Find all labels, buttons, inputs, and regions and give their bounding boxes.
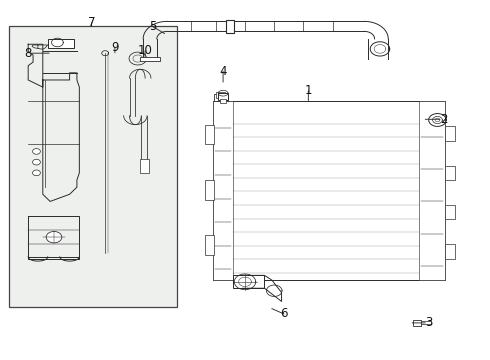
Bar: [226, 20, 234, 33]
Bar: [419, 102, 445, 280]
Text: 8: 8: [24, 47, 31, 60]
Bar: [213, 102, 445, 280]
Text: 7: 7: [88, 16, 95, 29]
Bar: [213, 102, 233, 280]
Bar: [421, 321, 431, 324]
Bar: [445, 205, 456, 219]
Bar: [218, 93, 228, 100]
Bar: [48, 39, 74, 48]
Bar: [445, 126, 456, 141]
Bar: [140, 158, 148, 173]
Bar: [140, 57, 160, 61]
Bar: [214, 94, 228, 102]
Text: 2: 2: [440, 113, 447, 126]
Bar: [216, 93, 225, 98]
Bar: [445, 244, 456, 258]
Text: 4: 4: [220, 64, 227, 77]
Circle shape: [32, 149, 40, 154]
Circle shape: [32, 170, 40, 176]
Text: 6: 6: [280, 307, 288, 320]
Circle shape: [46, 231, 62, 243]
Bar: [233, 275, 265, 288]
Text: 5: 5: [149, 20, 156, 33]
Text: 3: 3: [425, 316, 433, 329]
Circle shape: [32, 159, 40, 165]
Bar: [204, 235, 214, 255]
Bar: [413, 320, 421, 326]
Text: 10: 10: [138, 44, 152, 57]
Text: 9: 9: [111, 41, 119, 54]
Bar: [445, 166, 456, 180]
Bar: [204, 180, 214, 200]
Bar: [220, 99, 226, 103]
Bar: [204, 125, 214, 144]
Bar: [9, 26, 177, 307]
Text: 1: 1: [305, 84, 312, 97]
